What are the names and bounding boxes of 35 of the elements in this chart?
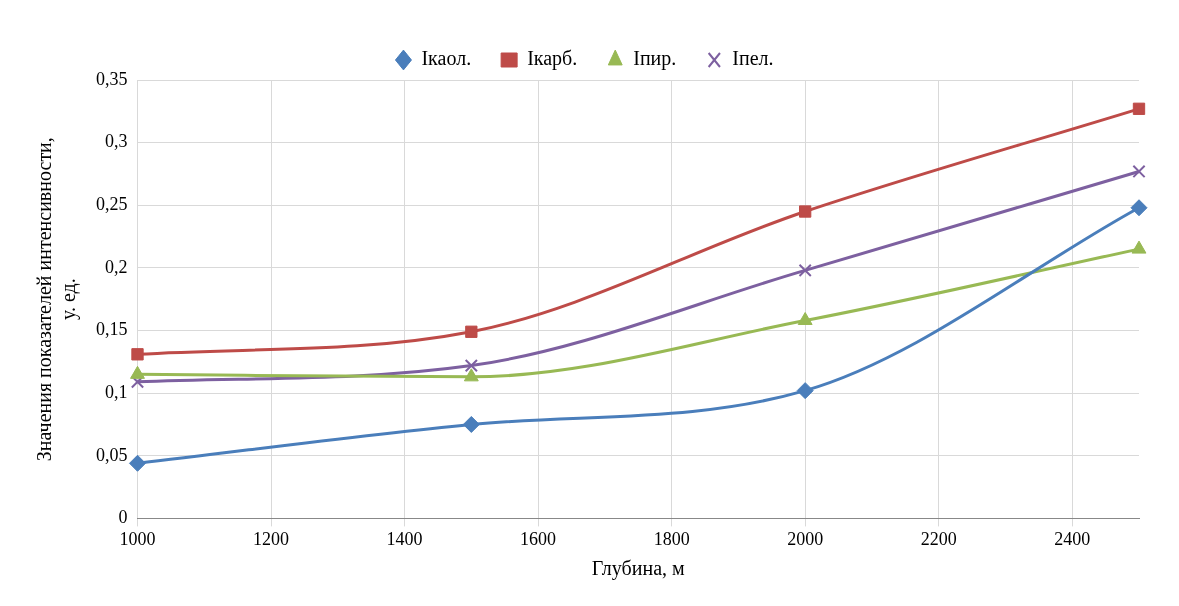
x-tick-label: 2200 <box>920 528 957 549</box>
x-tick-label: 1000 <box>119 528 156 549</box>
y-tick-label: 0,1 <box>105 381 128 402</box>
x-axis-title: Глубина, м <box>591 557 686 581</box>
x-tick-label: 2400 <box>1054 528 1091 549</box>
y-tick-label: 0,2 <box>105 256 128 277</box>
point <box>796 382 814 400</box>
point <box>1130 199 1148 217</box>
x-tick-label: 1600 <box>520 528 557 549</box>
legend-label: Іпел. <box>732 47 774 70</box>
y-tick-label: 0,05 <box>96 444 128 465</box>
y-tick-label: 0,25 <box>96 193 128 214</box>
point <box>465 325 478 338</box>
point <box>798 263 812 278</box>
point <box>129 454 146 472</box>
x-tick-label: 1200 <box>253 528 290 549</box>
legend-label: Ікаол. <box>421 47 472 70</box>
point <box>462 415 480 433</box>
y-tick-label: 0,35 <box>96 68 128 89</box>
y-tick-label: 0 <box>118 507 128 528</box>
x-tick-label: 1800 <box>653 528 690 549</box>
point <box>131 348 144 361</box>
y-tick-label: 0,15 <box>96 319 128 340</box>
x-tick-label: 1400 <box>386 528 423 549</box>
point <box>1132 102 1146 115</box>
y-tick-label: 0,3 <box>105 131 128 152</box>
point <box>463 368 479 382</box>
legend-label: Іпир. <box>633 47 677 71</box>
y-axis-title: Значения показателей интенсивности, у. ед. <box>33 137 81 462</box>
point <box>464 358 478 373</box>
legend-label: Ікарб. <box>527 47 578 71</box>
point <box>799 205 812 218</box>
point <box>1132 164 1146 179</box>
x-tick-label: 2000 <box>787 528 824 549</box>
point <box>1131 240 1147 254</box>
